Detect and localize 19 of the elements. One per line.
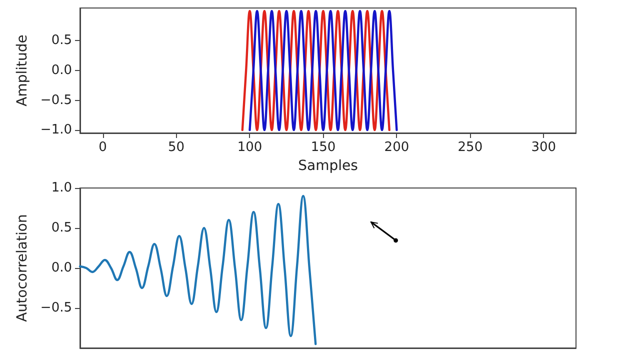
y-axis-title: Autocorrelation (14, 214, 31, 322)
y-tick-label: 0.0 (51, 63, 72, 78)
x-tick-label: 250 (458, 140, 483, 155)
x-tick-label: 100 (237, 140, 262, 155)
x-tick-label: 0 (98, 140, 107, 155)
x-tick-label: 200 (384, 140, 410, 155)
y-tick-label: 0.5 (51, 33, 72, 48)
y-axis-title: Amplitude (14, 34, 31, 106)
x-axis-title: Samples (298, 158, 358, 174)
y-tick-label: −0.5 (40, 92, 72, 108)
x-tick-label: 150 (310, 140, 336, 155)
y-tick-label: −0.5 (40, 300, 72, 316)
x-tick-label: 50 (168, 140, 185, 155)
y-tick-label: 0.5 (51, 220, 72, 236)
y-tick-label: −1.0 (40, 122, 72, 138)
y-tick-label: 1.0 (51, 180, 72, 196)
line-series (78, 194, 317, 346)
y-tick-label: 0.0 (51, 260, 72, 276)
x-tick-label: 300 (531, 140, 556, 155)
